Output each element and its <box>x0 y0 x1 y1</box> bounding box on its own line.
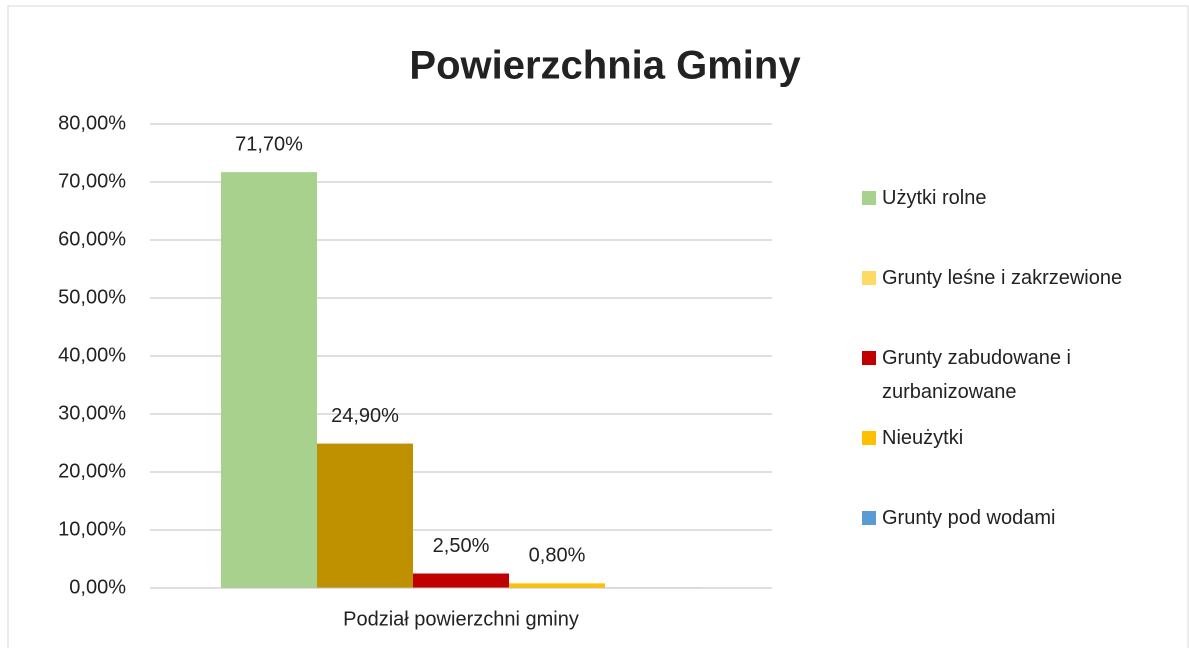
y-tick-label: 40,00% <box>58 344 126 366</box>
chart-title: Powierzchnia Gminy <box>409 44 801 88</box>
legend-item: Grunty zabudowane i zurbanizowane <box>862 341 1182 409</box>
legend-swatch <box>862 191 876 205</box>
data-label: 24,90% <box>331 405 399 427</box>
bar <box>413 573 509 588</box>
legend-swatch <box>862 511 876 525</box>
legend-label: Użytki rolne <box>882 187 987 209</box>
legend-swatch <box>862 271 876 285</box>
bar <box>221 172 317 588</box>
bar <box>509 583 605 588</box>
x-tick-label: Podział powierzchni gminy <box>343 608 579 630</box>
y-tick-label: 60,00% <box>58 228 126 250</box>
legend-item: Użytki rolne <box>862 181 1182 215</box>
legend-label: Grunty pod wodami <box>882 507 1056 529</box>
y-tick-label: 70,00% <box>58 170 126 192</box>
data-label: 2,50% <box>433 535 490 557</box>
legend-label: Grunty zabudowane i zurbanizowane <box>882 347 1072 403</box>
legend-swatch <box>862 431 876 445</box>
y-tick-label: 50,00% <box>58 286 126 308</box>
legend-swatch <box>862 351 876 365</box>
y-tick-label: 80,00% <box>58 112 126 134</box>
legend-item: Grunty pod wodami <box>862 501 1182 535</box>
data-label: 71,70% <box>235 133 303 155</box>
legend-item: Nieużytki <box>862 421 1182 455</box>
legend-item: Grunty leśne i zakrzewione <box>862 261 1182 295</box>
legend-label: Grunty leśne i zakrzewione <box>882 267 1123 289</box>
y-tick-label: 30,00% <box>58 402 126 424</box>
chart-border <box>7 5 1189 648</box>
y-tick-label: 20,00% <box>58 460 126 482</box>
legend-label: Nieużytki <box>882 427 964 449</box>
y-tick-label: 10,00% <box>58 518 126 540</box>
bar <box>317 443 413 588</box>
y-tick-label: 0,00% <box>69 576 126 598</box>
data-label: 0,80% <box>529 545 586 567</box>
